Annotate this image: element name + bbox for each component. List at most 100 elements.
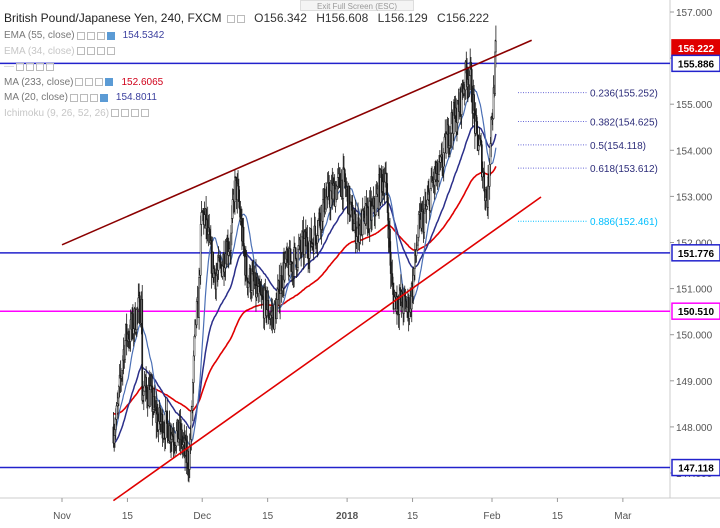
indicator-visibility-icon[interactable] [46, 62, 54, 71]
indicator-row[interactable]: EMA (55, close) 154.5342 [4, 28, 489, 44]
candle-body [200, 212, 203, 225]
fibonacci-levels[interactable]: 0.236(155.252) 0.382(154.625) 0.5(154.118)… [518, 89, 658, 229]
candle-body [375, 195, 377, 216]
candle-body [167, 423, 169, 443]
candle-body [294, 247, 297, 259]
indicator-visibility-icon[interactable] [106, 31, 115, 40]
ohlc-low: L156.129 [377, 11, 428, 25]
time-axis[interactable]: Nov 15 Dec 15 2018 15 Feb 15 Mar [53, 498, 632, 522]
indicator-row[interactable]: — [4, 59, 489, 75]
ma-233-path [113, 166, 497, 415]
indicator-control-icon[interactable] [36, 62, 44, 71]
ema-55-line [113, 124, 497, 444]
legend: British Pound/Japanese Yen, 240, FXCM O1… [4, 8, 489, 121]
price-tick-label: 154.000 [676, 146, 713, 157]
indicator-label: Ichimoku (9, 26, 52, 26) [4, 107, 110, 119]
indicator-visibility-icon[interactable] [99, 93, 108, 102]
exit-fullscreen-button[interactable]: Exit Full Screen (ESC) [300, 0, 414, 11]
level-label-box [671, 302, 720, 320]
price-tick-label: 148.000 [676, 423, 713, 434]
time-tick-label: 15 [122, 511, 134, 522]
candle-body [476, 121, 479, 136]
time-tick-label: Feb [483, 511, 501, 522]
indicator-value: 154.8011 [115, 92, 157, 103]
fib-label: 0.886(152.461) [590, 217, 658, 228]
candle-body [445, 133, 448, 154]
candle-body [221, 265, 224, 277]
indicator-control-icon[interactable] [111, 109, 120, 118]
level-label-box [671, 458, 720, 477]
indicator-control-icon[interactable] [85, 78, 94, 87]
indicator-control-icon[interactable] [86, 47, 95, 56]
time-tick-label: Nov [53, 511, 71, 522]
indicator-row[interactable]: MA (20, close) 154.8011 [4, 90, 489, 106]
candle-body [142, 390, 145, 396]
trendlines[interactable] [61, 39, 542, 502]
indicator-control-icon[interactable] [79, 93, 88, 102]
time-tick-label: 2018 [336, 511, 359, 522]
legend-toggle-icon[interactable] [226, 14, 235, 23]
candle-body [195, 301, 198, 326]
candle-body [190, 409, 193, 440]
indicator-value: 154.5342 [122, 30, 165, 41]
candle-body [245, 256, 248, 279]
indicator-control-icon[interactable] [121, 109, 130, 118]
indicator-control-icon[interactable] [26, 62, 34, 71]
indicator-control-icon[interactable] [75, 78, 84, 87]
candle-body [384, 172, 387, 183]
fib-label: 0.5(154.118) [590, 141, 646, 152]
candle-body [495, 40, 497, 53]
level-label: 147.118 [678, 464, 714, 475]
price-tick-label: 151.000 [676, 285, 713, 296]
indicator-visibility-icon[interactable] [141, 109, 150, 118]
indicator-control-icon[interactable] [95, 78, 104, 87]
candle-body [483, 171, 486, 192]
indicator-control-icon[interactable] [131, 109, 140, 118]
legend-settings-icon[interactable] [236, 14, 245, 23]
candlesticks [112, 25, 497, 483]
indicator-list: EMA (55, close) 154.5342 EMA (34, close) — M… [4, 28, 489, 121]
indicator-visibility-icon[interactable] [105, 78, 114, 87]
indicator-control-icon[interactable] [16, 62, 24, 71]
indicator-control-icon[interactable] [96, 47, 105, 56]
indicator-row[interactable]: Ichimoku (9, 26, 52, 26) [4, 106, 489, 122]
candle-body [339, 173, 341, 188]
indicator-control-icon[interactable] [89, 93, 98, 102]
horizontal-levels[interactable] [0, 62, 670, 469]
indicator-row[interactable]: MA (233, close) 152.6065 [4, 75, 489, 91]
ohlc-close: C156.222 [437, 11, 490, 25]
indicator-label: EMA (55, close) [4, 30, 75, 41]
level-price-labels: 156.222 155.886 151.776 150.510 147.118 [671, 39, 720, 477]
indicator-control-icon[interactable] [76, 31, 85, 40]
candle-body [323, 188, 326, 213]
price-tick-label: 149.000 [676, 377, 713, 388]
candle-body [429, 188, 432, 211]
fib-label: 0.618(153.612) [590, 164, 658, 175]
time-tick-label: Mar [614, 511, 632, 522]
price-tick-label: 152.000 [676, 239, 713, 250]
level-label: 151.776 [678, 249, 715, 260]
level-label: 150.510 [678, 307, 715, 318]
indicator-visibility-icon[interactable] [106, 47, 115, 56]
indicator-control-icon[interactable] [96, 31, 105, 40]
time-tick-label: 15 [407, 511, 419, 522]
candle-body [279, 293, 281, 307]
indicator-label: MA (233, close) [4, 76, 74, 88]
indicator-row[interactable]: EMA (34, close) [4, 44, 489, 60]
indicator-control-icon[interactable] [69, 93, 78, 102]
lower-trendline [112, 196, 542, 502]
ma-233-line [113, 166, 497, 415]
price-tick-label: 155.000 [676, 100, 713, 111]
indicator-control-icon[interactable] [86, 31, 95, 40]
candle-body [115, 405, 118, 420]
time-tick-label: 15 [552, 511, 564, 522]
ohlc-open: O156.342 [254, 11, 307, 25]
level-label: 156.222 [678, 44, 715, 55]
price-tick-label: 150.000 [676, 331, 713, 342]
indicator-label: EMA (34, close) [4, 45, 75, 57]
indicator-control-icon[interactable] [76, 47, 85, 56]
price-tick-label: 157.000 [676, 8, 713, 19]
level-label-box [671, 54, 720, 73]
